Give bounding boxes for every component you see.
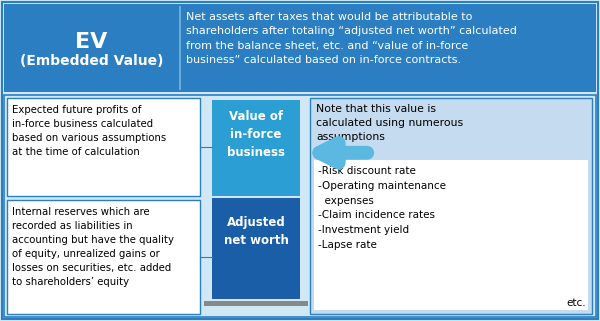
Bar bbox=[204, 301, 308, 306]
Text: Internal reserves which are
recorded as liabilities in
accounting but have the q: Internal reserves which are recorded as … bbox=[12, 207, 174, 287]
Bar bbox=[4, 4, 596, 92]
Text: EV: EV bbox=[76, 32, 107, 52]
Text: (Embedded Value): (Embedded Value) bbox=[20, 54, 163, 68]
Bar bbox=[310, 98, 592, 314]
Text: Expected future profits of
in-force business calculated
based on various assumpt: Expected future profits of in-force busi… bbox=[12, 105, 166, 157]
Text: Adjusted
net worth: Adjusted net worth bbox=[224, 216, 289, 247]
Bar bbox=[7, 200, 200, 314]
Text: -Risk discount rate
-Operating maintenance
  expenses
-Claim incidence rates
-In: -Risk discount rate -Operating maintenan… bbox=[318, 166, 446, 250]
Bar bbox=[212, 100, 300, 196]
Bar bbox=[7, 98, 200, 196]
Text: Net assets after taxes that would be attributable to
shareholders after totaling: Net assets after taxes that would be att… bbox=[186, 12, 517, 65]
Text: Note that this value is
calculated using numerous
assumptions: Note that this value is calculated using… bbox=[316, 104, 463, 142]
Bar bbox=[4, 95, 596, 317]
Text: etc.: etc. bbox=[566, 298, 586, 308]
Bar bbox=[314, 160, 588, 310]
Bar bbox=[212, 198, 300, 299]
Bar bbox=[179, 6, 181, 90]
Text: Value of
in-force
business: Value of in-force business bbox=[227, 110, 285, 159]
